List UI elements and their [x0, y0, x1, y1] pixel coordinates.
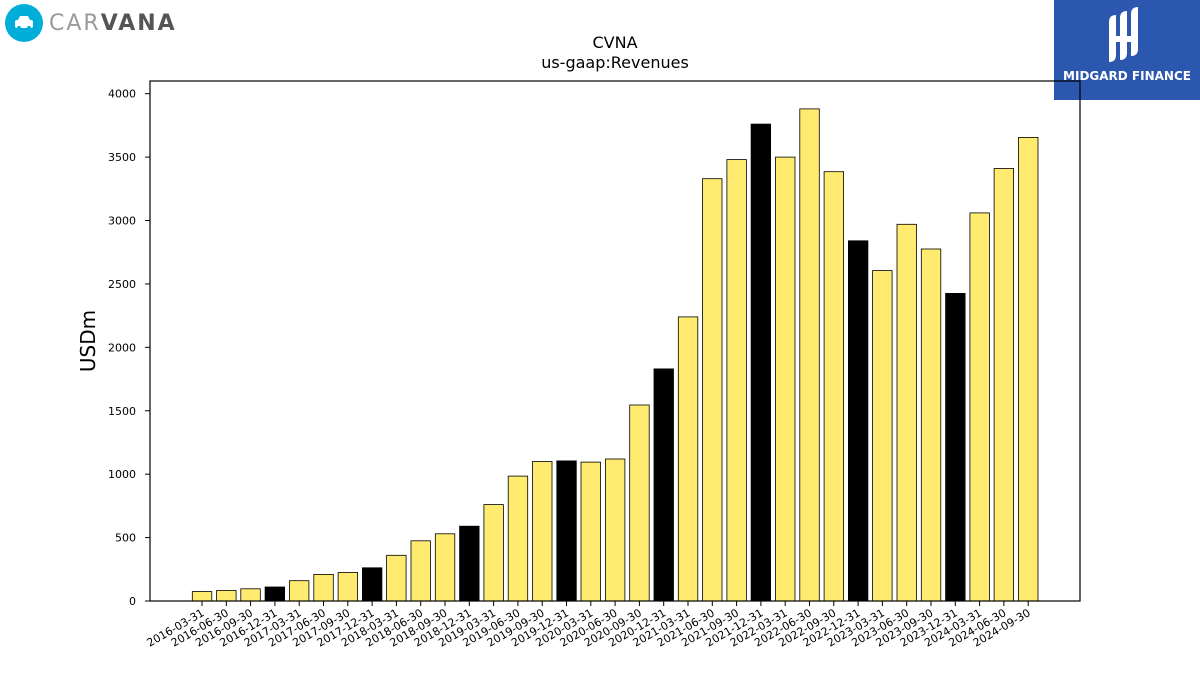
- y-tick-label: 2500: [108, 278, 136, 291]
- bar-2018-03-31: [386, 554, 407, 602]
- bar-2023-12-31: [945, 292, 966, 602]
- bar-2023-03-31: [872, 270, 893, 602]
- carvana-logo: CARVANA: [5, 4, 177, 42]
- bar-2022-03-31: [775, 156, 796, 602]
- bar-2018-12-31: [459, 525, 480, 602]
- bars-group: [191, 108, 1039, 602]
- bar-2021-09-30: [726, 159, 747, 602]
- x-ticks-group: 2016-03-312016-06-302016-09-302016-12-31…: [145, 601, 1033, 650]
- bar-2019-06-30: [507, 475, 529, 602]
- car-icon: [5, 4, 43, 42]
- bar-2017-09-30: [337, 572, 359, 602]
- bar-2022-12-31: [848, 240, 869, 602]
- bar-2016-09-30: [240, 588, 261, 602]
- bar-2022-06-30: [799, 108, 820, 602]
- bar-2019-03-31: [483, 504, 504, 602]
- bar-2021-06-30: [702, 178, 723, 602]
- chart-subtitle: us-gaap:Revenues: [541, 53, 689, 72]
- bar-2023-06-30: [896, 223, 917, 602]
- bar-2021-03-31: [677, 316, 699, 602]
- plot-frame: [149, 80, 1081, 602]
- y-ticks-group: 0 500 1000 1500 2000 2500 3000 3500 4000: [108, 88, 150, 608]
- bar-2016-06-30: [216, 590, 237, 602]
- bar-2016-12-31: [264, 586, 286, 602]
- y-tick-label: 2000: [108, 341, 136, 354]
- bar-2024-09-30: [1018, 136, 1039, 602]
- carvana-wordmark-light: CAR: [49, 10, 101, 36]
- midgard-finance-text: MIDGARD FINANCE: [1063, 69, 1191, 83]
- bar-2019-09-30: [532, 461, 553, 602]
- carvana-wordmark: CARVANA: [49, 11, 177, 36]
- bar-2020-06-30: [605, 458, 626, 602]
- bar-2018-09-30: [434, 533, 456, 602]
- y-axis-label: USDm: [76, 310, 100, 372]
- bar-2024-06-30: [993, 168, 1014, 602]
- bar-2019-12-31: [556, 460, 577, 602]
- carvana-wordmark-bold: VANA: [100, 10, 177, 36]
- bar-2021-12-31: [750, 123, 771, 602]
- y-tick-label: 4000: [108, 88, 136, 101]
- bar-2017-06-30: [313, 574, 334, 602]
- bar-2020-12-31: [653, 368, 674, 602]
- y-tick-label: 1500: [108, 405, 136, 418]
- y-tick-label: 3000: [108, 215, 136, 228]
- y-tick-label: 500: [115, 532, 136, 545]
- y-tick-label: 1000: [108, 468, 136, 481]
- midgard-finance-logo: MIDGARD FINANCE: [1054, 0, 1200, 100]
- chart-title: CVNA: [592, 33, 637, 52]
- bar-2016-03-31: [191, 591, 213, 602]
- y-tick-label: 3500: [108, 151, 136, 164]
- midgard-logo-icon: [1109, 7, 1138, 62]
- bar-2020-09-30: [629, 404, 650, 602]
- bar-2023-09-30: [920, 248, 942, 602]
- bar-2017-12-31: [361, 567, 383, 602]
- bar-2017-03-31: [288, 580, 310, 602]
- y-tick-label: 0: [129, 595, 136, 608]
- bar-2022-09-30: [823, 171, 844, 602]
- bar-2024-03-31: [969, 212, 990, 602]
- bar-2020-03-31: [580, 461, 601, 602]
- bar-2018-06-30: [410, 540, 431, 602]
